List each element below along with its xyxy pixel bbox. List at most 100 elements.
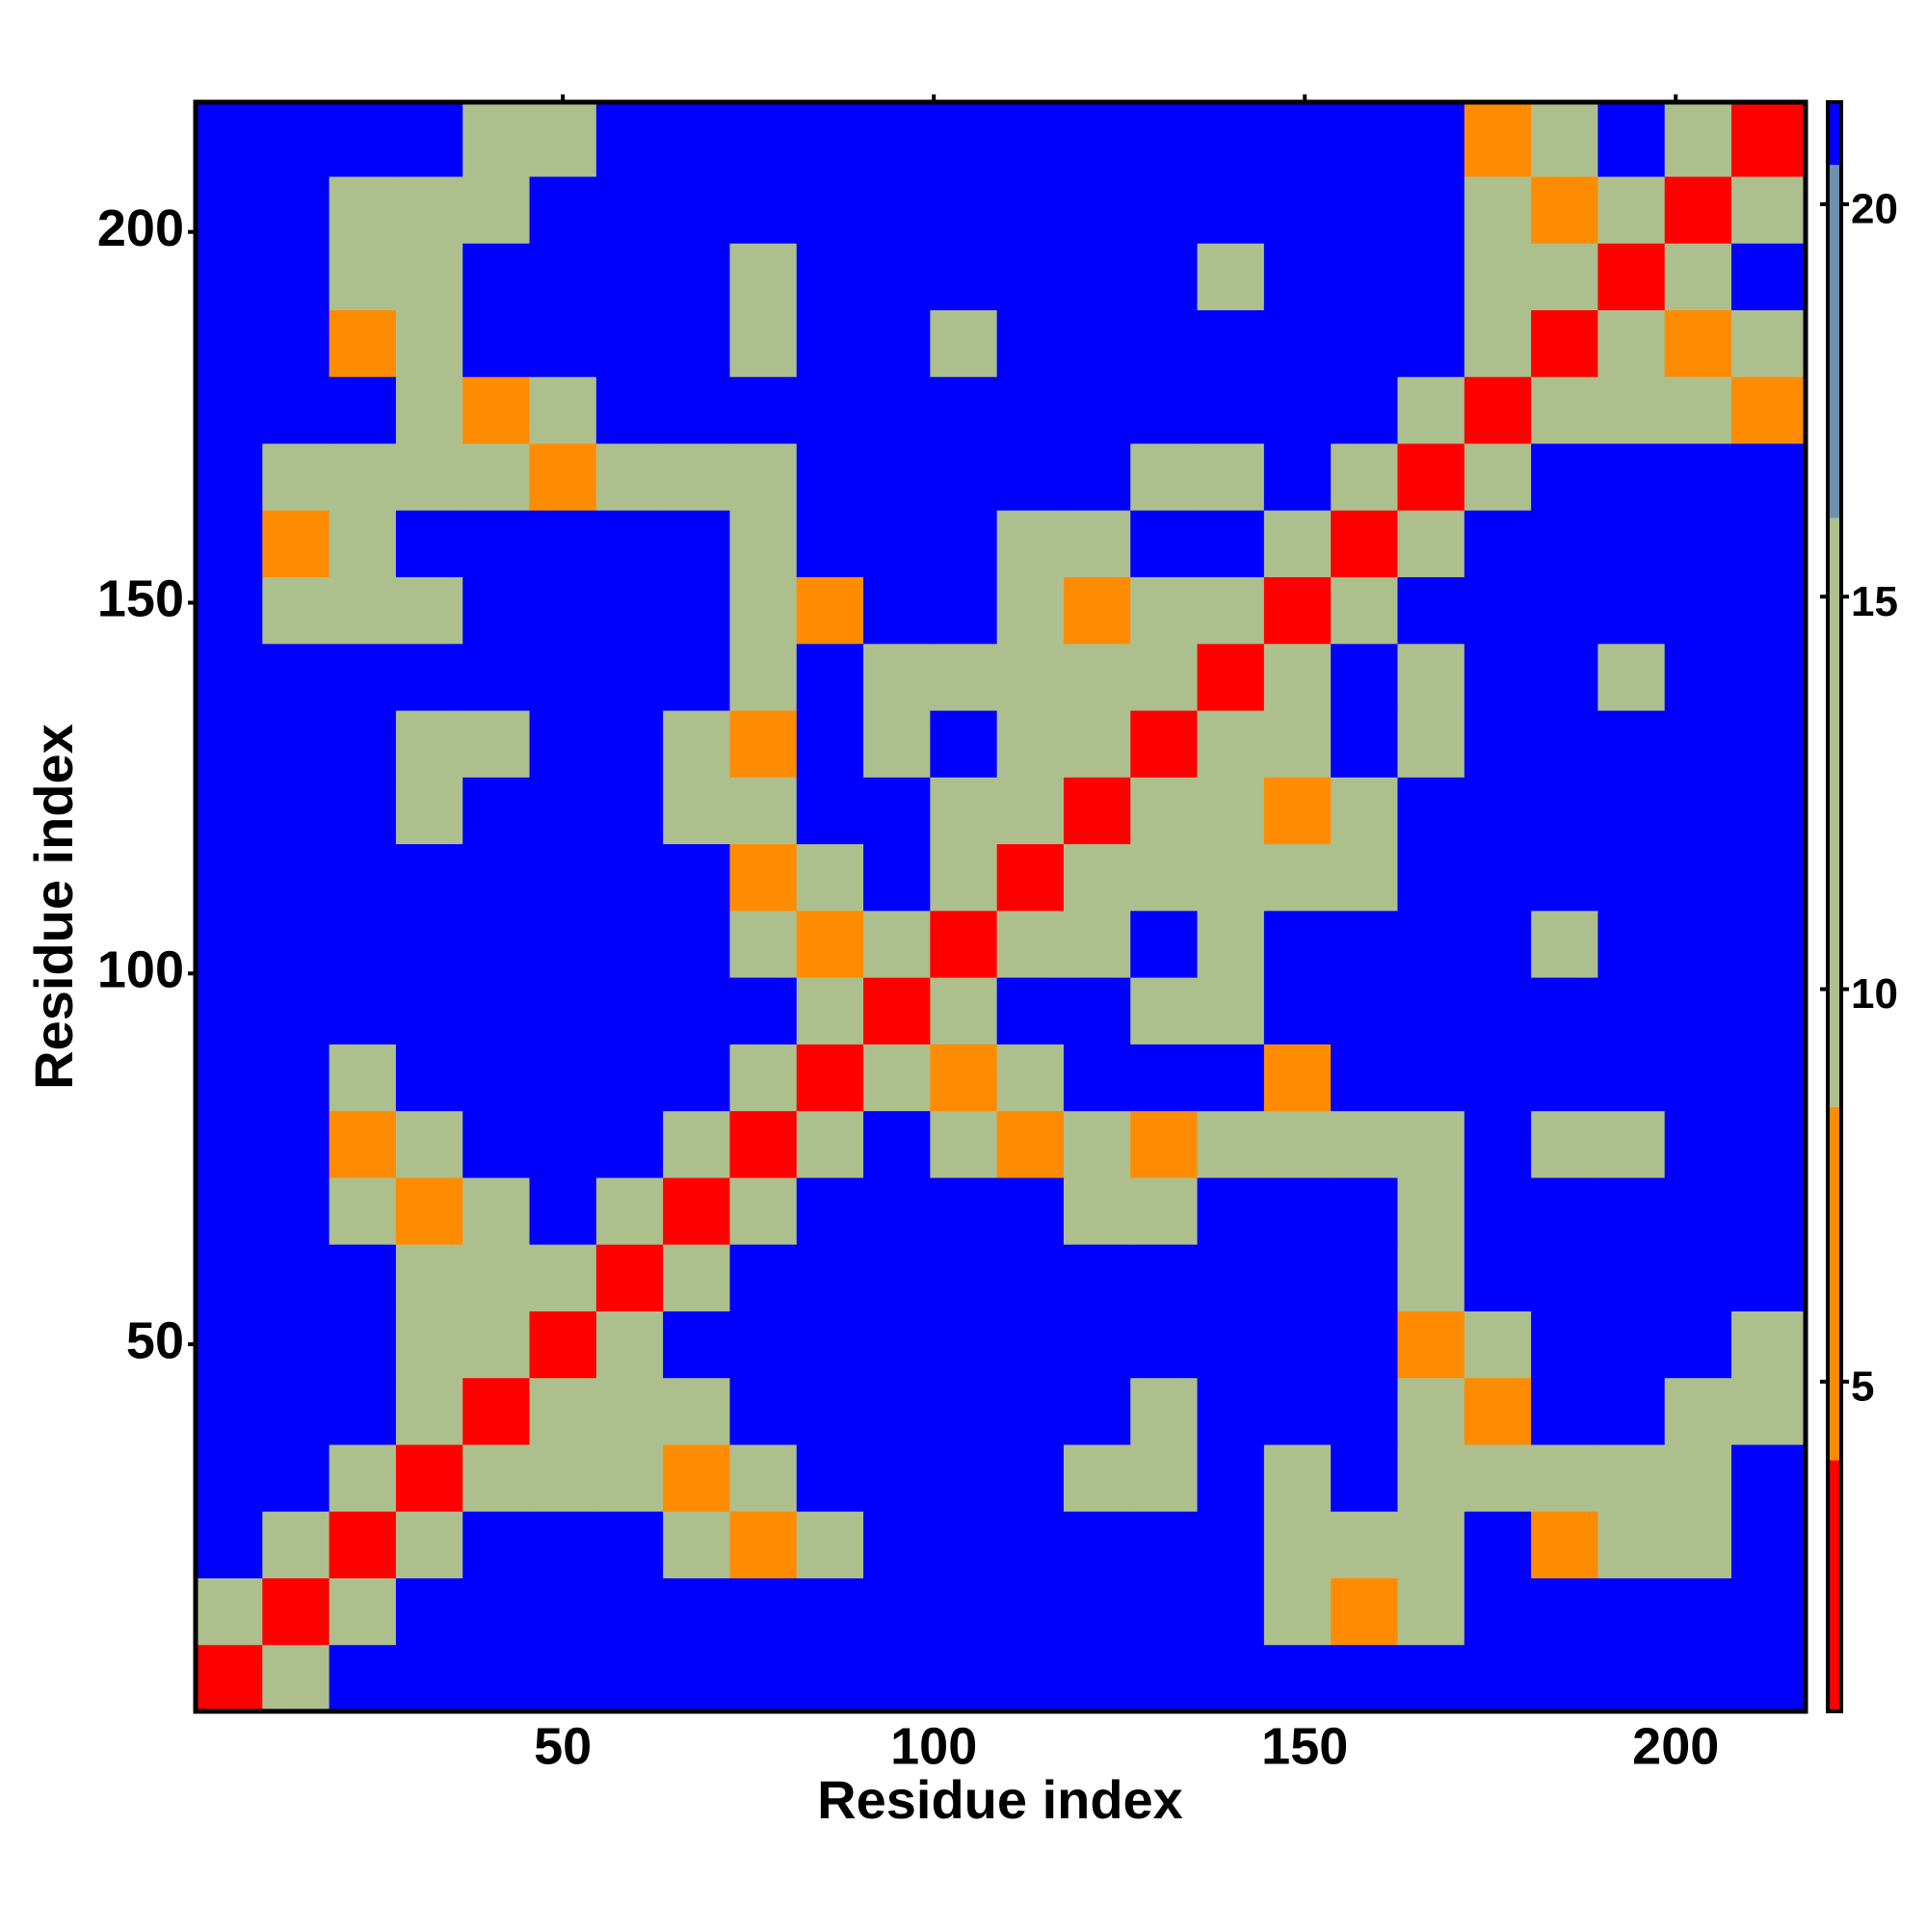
heatmap-cell bbox=[1664, 1377, 1732, 1445]
heatmap-cell bbox=[930, 1110, 998, 1178]
heatmap-cell bbox=[863, 1244, 931, 1311]
heatmap-cell bbox=[1730, 1511, 1807, 1578]
heatmap-cell bbox=[863, 175, 931, 244]
heatmap-cell bbox=[1464, 843, 1532, 912]
heatmap-cell bbox=[529, 1377, 597, 1445]
heatmap-cell bbox=[595, 576, 664, 645]
heatmap-cell bbox=[729, 1044, 798, 1112]
heatmap-cell bbox=[329, 175, 397, 244]
heatmap-cell bbox=[1664, 710, 1732, 778]
heatmap-cell bbox=[663, 1110, 730, 1178]
heatmap-cell bbox=[1263, 175, 1332, 244]
heatmap-cell bbox=[1464, 1644, 1532, 1712]
heatmap-cell bbox=[1464, 1310, 1532, 1379]
heatmap-cell bbox=[262, 1443, 330, 1512]
heatmap-cell bbox=[395, 1644, 463, 1712]
heatmap-cell bbox=[796, 1443, 864, 1512]
heatmap-cell bbox=[1531, 1044, 1598, 1112]
heatmap-cell bbox=[1464, 643, 1532, 711]
heatmap-cell bbox=[1464, 243, 1532, 310]
heatmap-cell bbox=[1063, 309, 1131, 378]
heatmap-cell bbox=[996, 710, 1065, 778]
heatmap-cell bbox=[1664, 1110, 1732, 1178]
heatmap-cell bbox=[663, 1511, 730, 1578]
heatmap-cell bbox=[729, 910, 798, 978]
heatmap-cell bbox=[796, 710, 864, 778]
heatmap-cell bbox=[329, 1244, 397, 1311]
heatmap-cell bbox=[1197, 1577, 1265, 1646]
heatmap-cell bbox=[1263, 1044, 1332, 1112]
heatmap-cell bbox=[930, 710, 998, 778]
heatmap-cell bbox=[529, 710, 597, 778]
heatmap-cell bbox=[1331, 1044, 1398, 1112]
heatmap-cell bbox=[462, 102, 531, 177]
heatmap-cell bbox=[1730, 309, 1807, 378]
heatmap-cell bbox=[1263, 309, 1332, 378]
heatmap-cell bbox=[663, 1177, 730, 1245]
heatmap-cell bbox=[930, 1377, 998, 1445]
heatmap-cell bbox=[1263, 376, 1332, 444]
heatmap-cell bbox=[1197, 777, 1265, 845]
heatmap-cell bbox=[462, 710, 531, 778]
heatmap-cell bbox=[863, 643, 931, 711]
heatmap-cell bbox=[1063, 777, 1131, 845]
heatmap-cell bbox=[1664, 777, 1732, 845]
heatmap-cell bbox=[796, 1110, 864, 1178]
heatmap-cell bbox=[462, 1443, 531, 1512]
heatmap-cell bbox=[329, 777, 397, 845]
heatmap-cell bbox=[1331, 1511, 1398, 1578]
heatmap-cell bbox=[395, 1511, 463, 1578]
heatmap-cell bbox=[1597, 643, 1666, 711]
heatmap-cell bbox=[796, 910, 864, 978]
heatmap-cell bbox=[1730, 843, 1807, 912]
heatmap-cell bbox=[395, 309, 463, 378]
heatmap-cell bbox=[462, 643, 531, 711]
heatmap-cell bbox=[1531, 1377, 1598, 1445]
heatmap-cell bbox=[196, 576, 263, 645]
heatmap-cell bbox=[1464, 1511, 1532, 1578]
heatmap-cell bbox=[930, 643, 998, 711]
heatmap-cell bbox=[196, 175, 263, 244]
heatmap-cell bbox=[1130, 1044, 1199, 1112]
heatmap-cell bbox=[1664, 309, 1732, 378]
heatmap-cell bbox=[595, 309, 664, 378]
heatmap-cell bbox=[1730, 510, 1807, 578]
heatmap-cell bbox=[1597, 1377, 1666, 1445]
heatmap-cell bbox=[663, 175, 730, 244]
heatmap-cell bbox=[1331, 510, 1398, 578]
heatmap-cell bbox=[930, 1511, 998, 1578]
heatmap-cell bbox=[395, 910, 463, 978]
heatmap-cell bbox=[595, 376, 664, 444]
heatmap-cell bbox=[462, 1310, 531, 1379]
heatmap-cell bbox=[329, 643, 397, 711]
heatmap-cell bbox=[863, 443, 931, 511]
heatmap-cell bbox=[196, 1511, 263, 1578]
heatmap-cell bbox=[1597, 1310, 1666, 1379]
heatmap-cell bbox=[1531, 977, 1598, 1045]
heatmap-cell bbox=[1597, 102, 1666, 177]
heatmap-cell bbox=[462, 1511, 531, 1578]
heatmap-cell bbox=[663, 576, 730, 645]
heatmap-cell bbox=[729, 576, 798, 645]
heatmap-cell bbox=[529, 1443, 597, 1512]
heatmap-cell bbox=[1531, 1244, 1598, 1311]
heatmap-cell bbox=[1664, 576, 1732, 645]
heatmap-cell bbox=[462, 576, 531, 645]
heatmap-cell bbox=[663, 510, 730, 578]
heatmap-cell bbox=[1263, 710, 1332, 778]
heatmap-cell bbox=[1464, 1110, 1532, 1178]
heatmap-cell bbox=[395, 843, 463, 912]
heatmap-cell bbox=[395, 1377, 463, 1445]
heatmap-cell bbox=[1531, 910, 1598, 978]
heatmap-cell bbox=[595, 243, 664, 310]
heatmap-cell bbox=[996, 1577, 1065, 1646]
heatmap-cell bbox=[595, 102, 664, 177]
heatmap-cell bbox=[1464, 1443, 1532, 1512]
heatmap-cell bbox=[1397, 910, 1465, 978]
heatmap-cell bbox=[595, 1244, 664, 1311]
heatmap-cell bbox=[729, 1310, 798, 1379]
heatmap-cell bbox=[1531, 576, 1598, 645]
heatmap-cell bbox=[329, 1443, 397, 1512]
heatmap-cell bbox=[196, 102, 263, 177]
heatmap-cell bbox=[262, 1644, 330, 1712]
